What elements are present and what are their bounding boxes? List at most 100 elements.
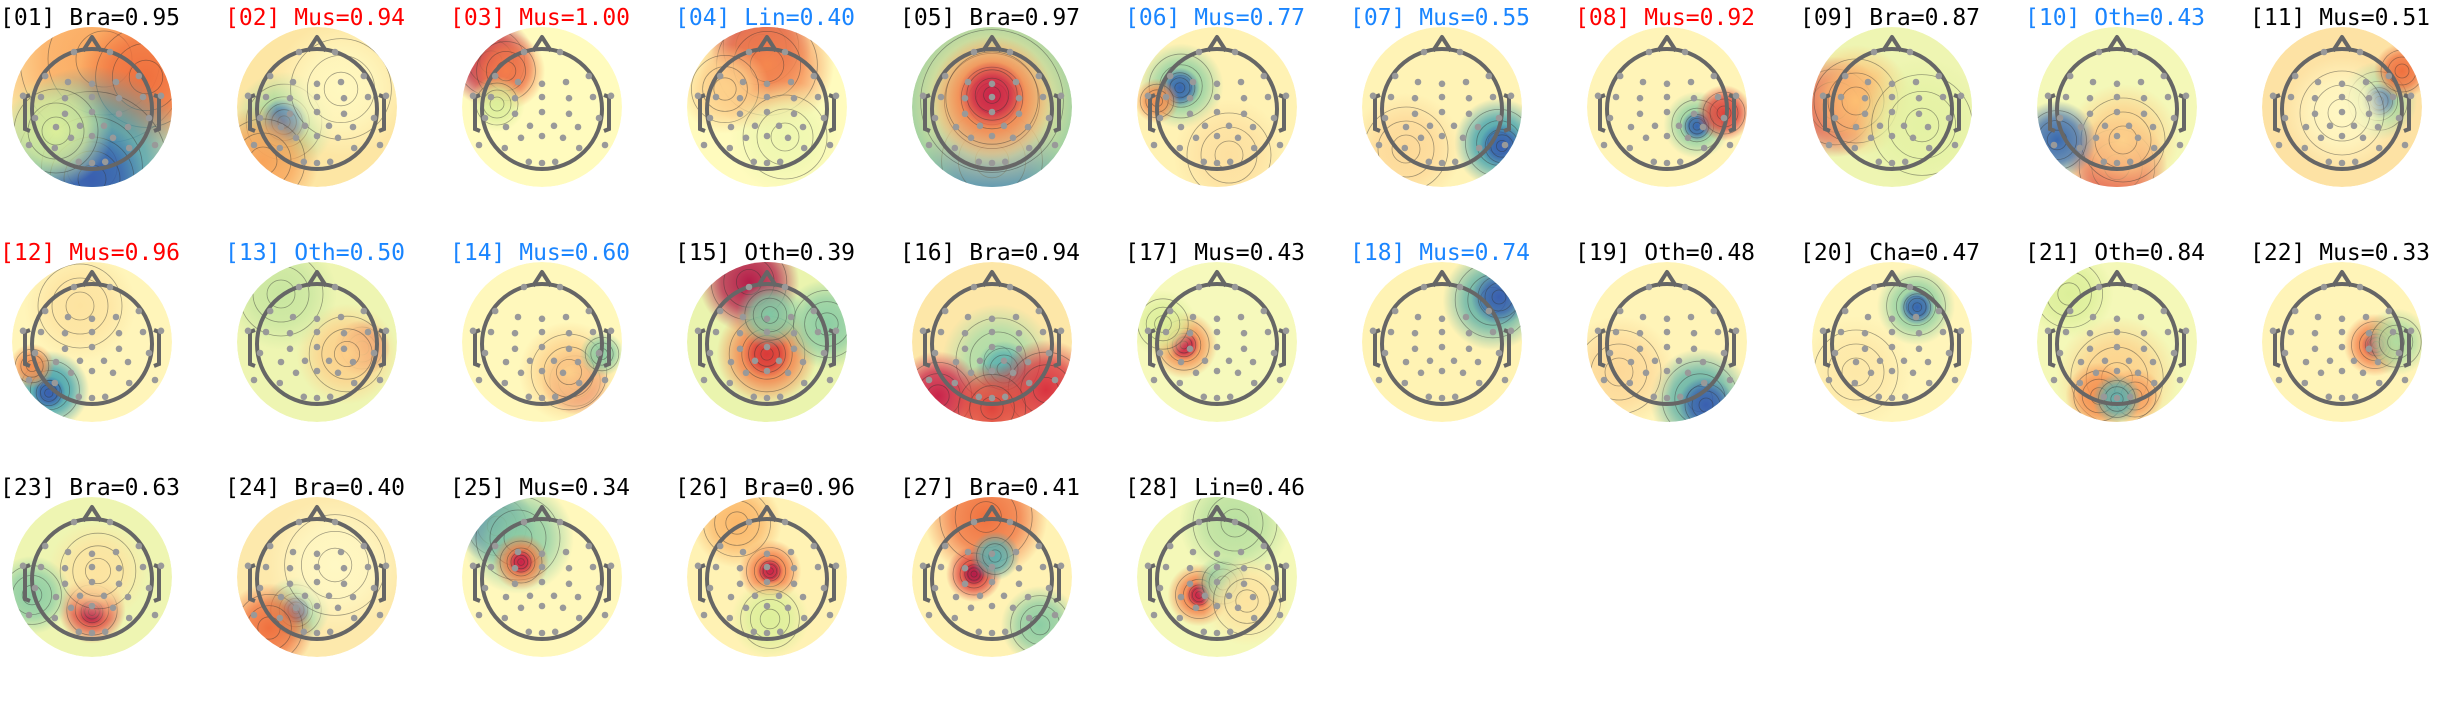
electrodes <box>919 283 1065 402</box>
component-panel-21: [21] Oth=0.84 <box>2025 239 2250 474</box>
electrodes <box>244 48 390 167</box>
head-outline <box>1598 35 1736 171</box>
head-outline <box>2048 35 2186 171</box>
component-panel-13: [13] Oth=0.50 <box>225 239 450 474</box>
topomap <box>1137 262 1297 422</box>
component-label: [02] Mus=0.94 <box>225 5 406 31</box>
topomap <box>1137 27 1297 187</box>
component-panel-27: [27] Bra=0.41 <box>900 474 1125 709</box>
head-outline <box>248 505 386 641</box>
electrodes <box>1819 48 1965 167</box>
topomap <box>1587 262 1747 422</box>
topomap <box>1812 27 1972 187</box>
component-panel-12: [12] Mus=0.96 <box>0 239 225 474</box>
component-label: [22] Mus=0.33 <box>2250 240 2431 266</box>
component-label: [17] Mus=0.43 <box>1125 240 1306 266</box>
electrodes <box>1144 283 1290 402</box>
topomap <box>1587 27 1747 187</box>
component-panel-08: [08] Mus=0.92 <box>1575 4 1800 239</box>
head-outline <box>698 35 836 171</box>
electrodes <box>1819 283 1965 402</box>
component-panel-04: [04] Lin=0.40 <box>675 4 900 239</box>
topomap <box>237 497 397 657</box>
head-outline <box>473 505 611 641</box>
topomap <box>687 27 847 187</box>
component-panel-20: [20] Cha=0.47 <box>1800 239 2025 474</box>
component-panel-05: [05] Bra=0.97 <box>900 4 1125 239</box>
topomap <box>2037 262 2197 422</box>
component-label: [07] Mus=0.55 <box>1350 5 1531 31</box>
component-label: [08] Mus=0.92 <box>1575 5 1756 31</box>
head-outline <box>2048 270 2186 406</box>
component-label: [04] Lin=0.40 <box>675 5 856 31</box>
component-panel-23: [23] Bra=0.63 <box>0 474 225 709</box>
head-outline <box>23 35 161 171</box>
component-label: [23] Bra=0.63 <box>0 475 181 501</box>
component-label: [27] Bra=0.41 <box>900 475 1081 501</box>
topomap <box>462 27 622 187</box>
component-label: [19] Oth=0.48 <box>1575 240 1756 266</box>
topomap <box>687 262 847 422</box>
component-label: [12] Mus=0.96 <box>0 240 181 266</box>
component-label: [16] Bra=0.94 <box>900 240 1081 266</box>
head-outline <box>2273 270 2411 406</box>
head-outline <box>698 270 836 406</box>
topomap <box>462 497 622 657</box>
component-label: [03] Mus=1.00 <box>450 5 631 31</box>
component-panel-19: [19] Oth=0.48 <box>1575 239 1800 474</box>
head-outline <box>1823 270 1961 406</box>
topomap <box>237 27 397 187</box>
electrodes <box>694 283 840 402</box>
electrodes <box>19 518 165 637</box>
electrodes <box>2044 283 2190 402</box>
component-label: [20] Cha=0.47 <box>1800 240 1981 266</box>
topomap <box>2262 262 2422 422</box>
component-panel-25: [25] Mus=0.34 <box>450 474 675 709</box>
head-outline <box>923 35 1061 171</box>
electrodes <box>919 48 1065 167</box>
electrodes <box>244 283 390 402</box>
component-label: [05] Bra=0.97 <box>900 5 1081 31</box>
component-panel-28: [28] Lin=0.46 <box>1125 474 1350 709</box>
head-outline <box>698 505 836 641</box>
component-panel-17: [17] Mus=0.43 <box>1125 239 1350 474</box>
topomap <box>1362 262 1522 422</box>
topomap <box>912 27 1072 187</box>
head-outline <box>1148 505 1286 641</box>
head-outline <box>923 270 1061 406</box>
component-label: [11] Mus=0.51 <box>2250 5 2431 31</box>
head-outline <box>1148 270 1286 406</box>
component-label: [06] Mus=0.77 <box>1125 5 1306 31</box>
component-panel-03: [03] Mus=1.00 <box>450 4 675 239</box>
head-outline <box>2273 35 2411 171</box>
component-panel-06: [06] Mus=0.77 <box>1125 4 1350 239</box>
topomap <box>2262 27 2422 187</box>
component-panel-01: [01] Bra=0.95 <box>0 4 225 239</box>
component-label: [28] Lin=0.46 <box>1125 475 1306 501</box>
electrodes <box>1144 518 1290 637</box>
head-outline <box>923 505 1061 641</box>
topomap <box>12 262 172 422</box>
head-outline <box>1148 35 1286 171</box>
head-outline <box>23 270 161 406</box>
component-panel-09: [09] Bra=0.87 <box>1800 4 2025 239</box>
electrodes <box>2269 283 2415 402</box>
head-outline <box>473 270 611 406</box>
electrodes <box>1369 48 1515 167</box>
electrodes <box>694 48 840 167</box>
component-label: [21] Oth=0.84 <box>2025 240 2206 266</box>
component-panel-15: [15] Oth=0.39 <box>675 239 900 474</box>
electrodes <box>2269 48 2415 167</box>
component-label: [18] Mus=0.74 <box>1350 240 1531 266</box>
topomap <box>12 497 172 657</box>
head-outline <box>1823 35 1961 171</box>
component-panel-26: [26] Bra=0.96 <box>675 474 900 709</box>
topomap <box>12 27 172 187</box>
head-outline <box>248 270 386 406</box>
topomap <box>237 262 397 422</box>
component-label: [01] Bra=0.95 <box>0 5 181 31</box>
electrodes <box>19 48 165 167</box>
component-label: [13] Oth=0.50 <box>225 240 406 266</box>
component-panel-10: [10] Oth=0.43 <box>2025 4 2250 239</box>
component-panel-11: [11] Mus=0.51 <box>2250 4 2438 239</box>
